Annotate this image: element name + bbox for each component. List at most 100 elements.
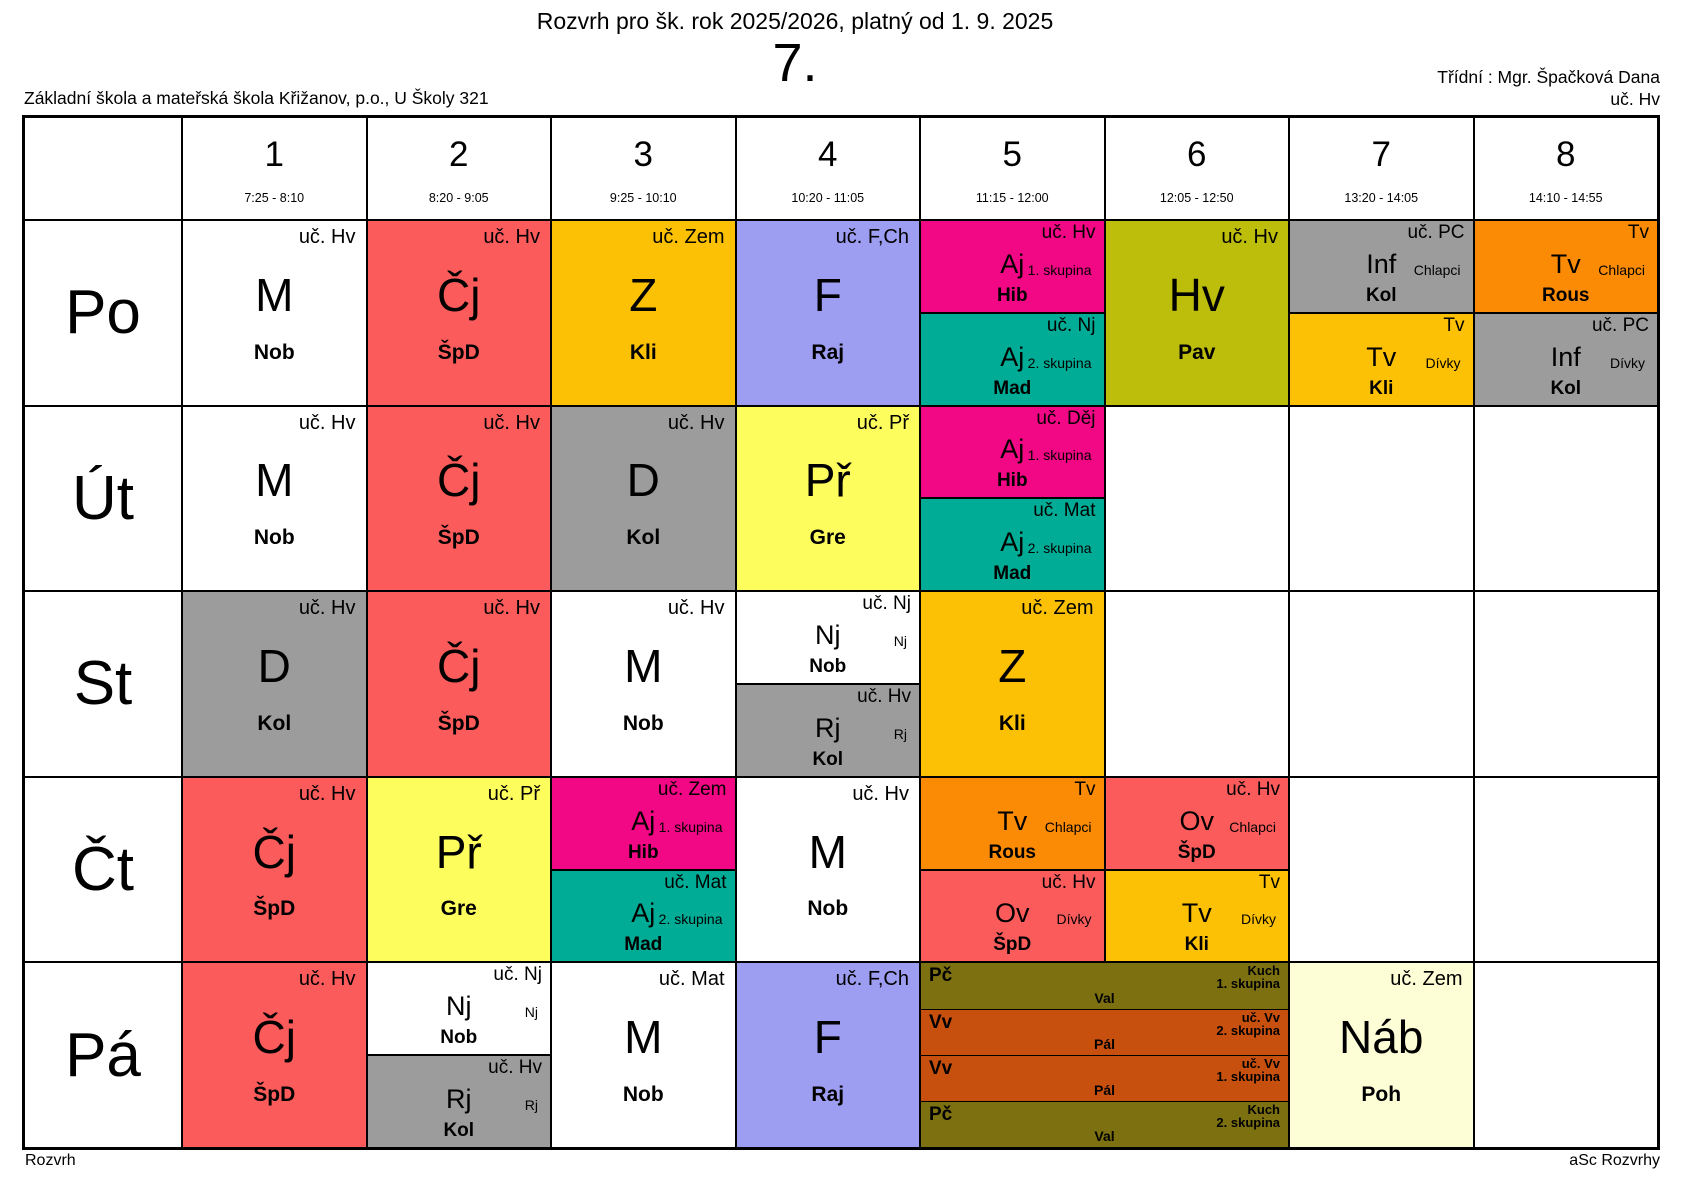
- subject-label: Tv: [1366, 341, 1397, 372]
- lesson-po-p8-boys: Tv Tv Chlapci Rous: [1474, 221, 1657, 312]
- subject-label: M: [624, 1011, 663, 1064]
- lesson-ct-p4: uč. Hv M Nob: [735, 776, 920, 963]
- room-label: uč. Hv: [1221, 226, 1278, 248]
- teacher-label: ŠpD: [253, 1082, 296, 1106]
- room-label: uč. F,Ch: [835, 968, 909, 991]
- group-label: Nj: [524, 1004, 538, 1021]
- room-label: uč. Př: [856, 411, 909, 434]
- empty-cell-st-p6: [1104, 591, 1289, 777]
- subject-label: Čj: [252, 825, 296, 878]
- period-header-8: 8 14:10 - 14:55: [1473, 117, 1658, 220]
- room-label: uč. Vv: [1241, 1055, 1280, 1071]
- lesson-pa-p5-6: Pč Val Kuch 1. skupina Vv Pál uč. Vv 2. skupin…: [920, 962, 1289, 1148]
- subject-label: D: [257, 639, 291, 692]
- period-header-2: 2 8:20 - 9:05: [366, 117, 551, 220]
- room-label: uč. Děj: [1036, 407, 1096, 429]
- room-label: uč. Mat: [664, 871, 727, 893]
- footer-left: Rozvrh: [25, 1152, 76, 1169]
- lesson-po-p5: uč. Hv Aj 1. skupina Hib uč. Nj Aj 2. skupina…: [920, 220, 1105, 406]
- subject-label: Vv: [929, 1011, 953, 1033]
- period-number: 5: [1002, 134, 1022, 174]
- subject-label: Rj: [815, 712, 841, 743]
- lesson-ct-p6: uč. Hv Ov Chlapci ŠpD Tv Tv Dívky Kli: [1104, 776, 1289, 963]
- group-label: 1. skupina: [1027, 447, 1092, 464]
- subject-label: Tv: [1550, 248, 1581, 279]
- room-label: uč. Nj: [493, 964, 542, 986]
- group-label: 1. skupina: [1027, 261, 1092, 278]
- empty-cell-ut-p6: [1104, 405, 1289, 592]
- subject-label: Z: [629, 268, 658, 321]
- teacher-label: ŠpD: [1177, 841, 1216, 863]
- teacher-label: Pál: [1093, 1035, 1115, 1052]
- teacher-label: Kol: [626, 526, 661, 550]
- empty-cell-st-p8: [1473, 591, 1658, 777]
- lesson-st-p4-rj: uč. Hv Rj Rj Kol: [736, 683, 919, 776]
- timetable-title: Rozvrh pro šk. rok 2025/2026, platný od …: [536, 8, 1054, 34]
- teacher-label: Val: [1094, 989, 1115, 1006]
- group-label: Rj: [524, 1097, 538, 1114]
- lesson-pa-p2-nj: uč. Nj Nj Nj Nob: [367, 963, 550, 1055]
- subject-label: Aj: [631, 898, 656, 929]
- lesson-po-p8: Tv Tv Chlapci Rous uč. PC Inf Dívky Kol: [1473, 220, 1658, 406]
- teacher-label: Pav: [1178, 340, 1216, 364]
- lesson-ut-p5-group2: uč. Mat Aj 2. skupina Mad: [921, 497, 1104, 591]
- lesson-ct-p1: uč. Hv Čj ŠpD: [182, 776, 367, 963]
- period-time: 7:25 - 8:10: [244, 191, 305, 205]
- room-label: Kuch: [1247, 1101, 1281, 1117]
- lesson-po-p4: uč. F,Ch F Raj: [735, 220, 920, 406]
- teacher-label: Poh: [1361, 1082, 1402, 1106]
- teacher-label: Nob: [807, 897, 849, 921]
- period-number: 7: [1371, 134, 1391, 174]
- empty-cell-pa-p8: [1473, 962, 1658, 1148]
- room-label: uč. Hv: [298, 782, 356, 805]
- lesson-st-p4: uč. Nj Nj Nj Nob uč. Hv Rj Rj Kol: [735, 591, 920, 777]
- lesson-ct-p5-boys: Tv Tv Chlapci Rous: [921, 777, 1104, 869]
- group-label: Dívky: [1241, 911, 1276, 928]
- period-number: 8: [1556, 134, 1576, 174]
- room-label: uč. Nj: [1046, 314, 1096, 336]
- teacher-label: Kol: [257, 711, 292, 735]
- room-label: uč. PC: [1591, 314, 1649, 336]
- day-label-po: Po: [24, 220, 182, 406]
- lesson-po-p5-group1: uč. Hv Aj 1. skupina Hib: [921, 221, 1104, 312]
- group-label: Chlapci: [1598, 261, 1645, 278]
- lesson-st-p5: uč. Zem Z Kli: [920, 591, 1105, 777]
- teacher-label: Nob: [253, 526, 295, 550]
- teacher-label: Hib: [996, 470, 1028, 492]
- home-room: uč. Hv: [1610, 89, 1660, 109]
- subject-label: M: [624, 639, 663, 692]
- subject-label: Pč: [929, 965, 953, 987]
- period-time: 9:25 - 10:10: [609, 191, 677, 205]
- lesson-pa-p56-strip-4: Pč Val Kuch 2. skupina: [921, 1100, 1288, 1148]
- teacher-label: Mad: [993, 377, 1032, 399]
- room-label: Tv: [1627, 222, 1649, 243]
- room-label: uč. Hv: [483, 226, 540, 248]
- teacher-label: Kol: [1365, 284, 1397, 306]
- teacher-label: Nob: [809, 655, 847, 677]
- lesson-ct-p5-girls: uč. Hv Ov Dívky ŠpD: [921, 868, 1104, 962]
- lesson-ut-p2: uč. Hv Čj ŠpD: [366, 405, 551, 592]
- subject-label: Aj: [1000, 248, 1025, 279]
- group-label: 2. skupina: [1216, 1022, 1280, 1038]
- lesson-pa-p1: uč. Hv Čj ŠpD: [182, 962, 367, 1148]
- group-label: Dívky: [1056, 911, 1092, 928]
- subject-label: Aj: [1000, 434, 1025, 465]
- room-label: uč. Hv: [298, 968, 356, 991]
- lesson-po-p3: uč. Zem Z Kli: [551, 220, 736, 406]
- room-label: uč. Mat: [658, 968, 725, 991]
- subject-label: Aj: [631, 805, 656, 836]
- room-label: uč. Vv: [1241, 1009, 1280, 1025]
- lesson-pa-p3: uč. Mat M Nob: [551, 962, 736, 1148]
- corner-cell: [24, 117, 182, 220]
- room-label: uč. Hv: [483, 597, 540, 620]
- lesson-po-p6: uč. Hv Hv Pav: [1104, 220, 1289, 406]
- group-label: 2. skupina: [1027, 540, 1092, 557]
- room-label: uč. Hv: [857, 686, 911, 707]
- lesson-ct-p6-boys: uč. Hv Ov Chlapci ŠpD: [1105, 777, 1288, 869]
- room-label: uč. Hv: [1041, 871, 1096, 893]
- teacher-label: Kli: [1184, 934, 1209, 956]
- subject-label: Čj: [437, 454, 481, 507]
- room-label: uč. Mat: [1033, 500, 1096, 522]
- room-label: uč. Zem: [657, 778, 727, 800]
- subject-label: Tv: [997, 805, 1028, 836]
